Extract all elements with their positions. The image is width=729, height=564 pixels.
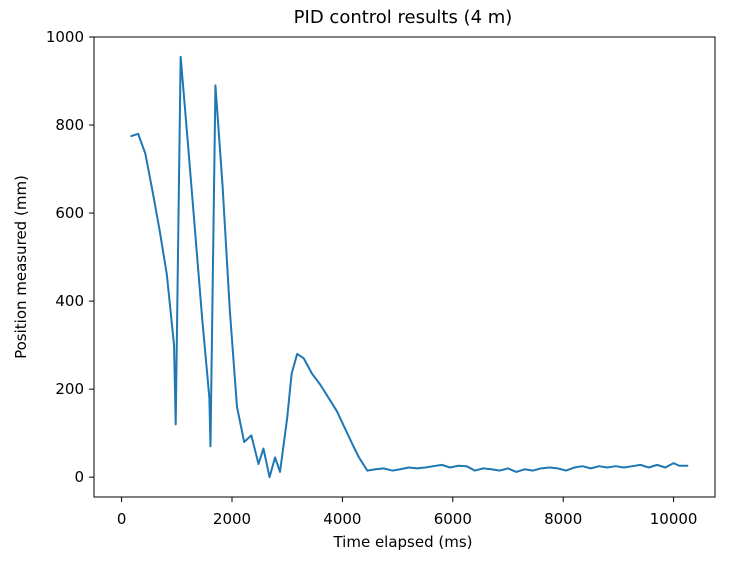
y-tick-label: 600 <box>55 204 84 222</box>
x-tick-label: 10000 <box>650 510 698 528</box>
x-tick-label: 4000 <box>323 510 361 528</box>
y-tick-label: 0 <box>74 468 84 486</box>
y-tick-label: 1000 <box>46 28 84 46</box>
x-axis-ticks: 0 2000 4000 6000 8000 10000 <box>117 497 698 528</box>
plot-frame <box>93 36 716 498</box>
y-axis-label: Position measured (mm) <box>12 175 30 359</box>
x-tick-label: 8000 <box>544 510 582 528</box>
x-tick-label: 6000 <box>434 510 472 528</box>
series-line <box>130 55 689 479</box>
x-tick-label: 2000 <box>213 510 251 528</box>
x-tick-label: 0 <box>117 510 127 528</box>
y-tick-label: 800 <box>55 116 84 134</box>
chart-title: PID control results (4 m) <box>294 7 513 28</box>
y-tick-label: 400 <box>55 292 84 310</box>
y-axis-ticks: 0 200 400 600 800 1000 <box>46 28 94 486</box>
x-axis-label: Time elapsed (ms) <box>332 533 472 551</box>
y-tick-label: 200 <box>55 380 84 398</box>
